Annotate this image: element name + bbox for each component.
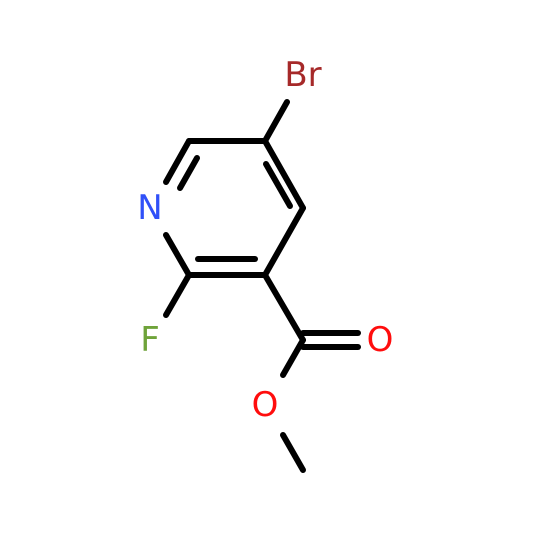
bond: [263, 161, 293, 209]
atom-label: Br: [284, 55, 321, 95]
atom-label: N: [137, 188, 162, 228]
bond: [280, 337, 306, 378]
bond: [163, 232, 192, 278]
atom-label: F: [140, 320, 160, 360]
bond: [163, 138, 192, 185]
bond: [262, 272, 306, 343]
bond: [163, 272, 192, 318]
bond: [280, 432, 306, 473]
bond: [262, 138, 306, 211]
atom-label: O: [367, 320, 394, 360]
bond: [262, 99, 290, 144]
atom-label: O: [252, 385, 279, 425]
bond: [262, 205, 306, 278]
bond: [177, 155, 200, 191]
